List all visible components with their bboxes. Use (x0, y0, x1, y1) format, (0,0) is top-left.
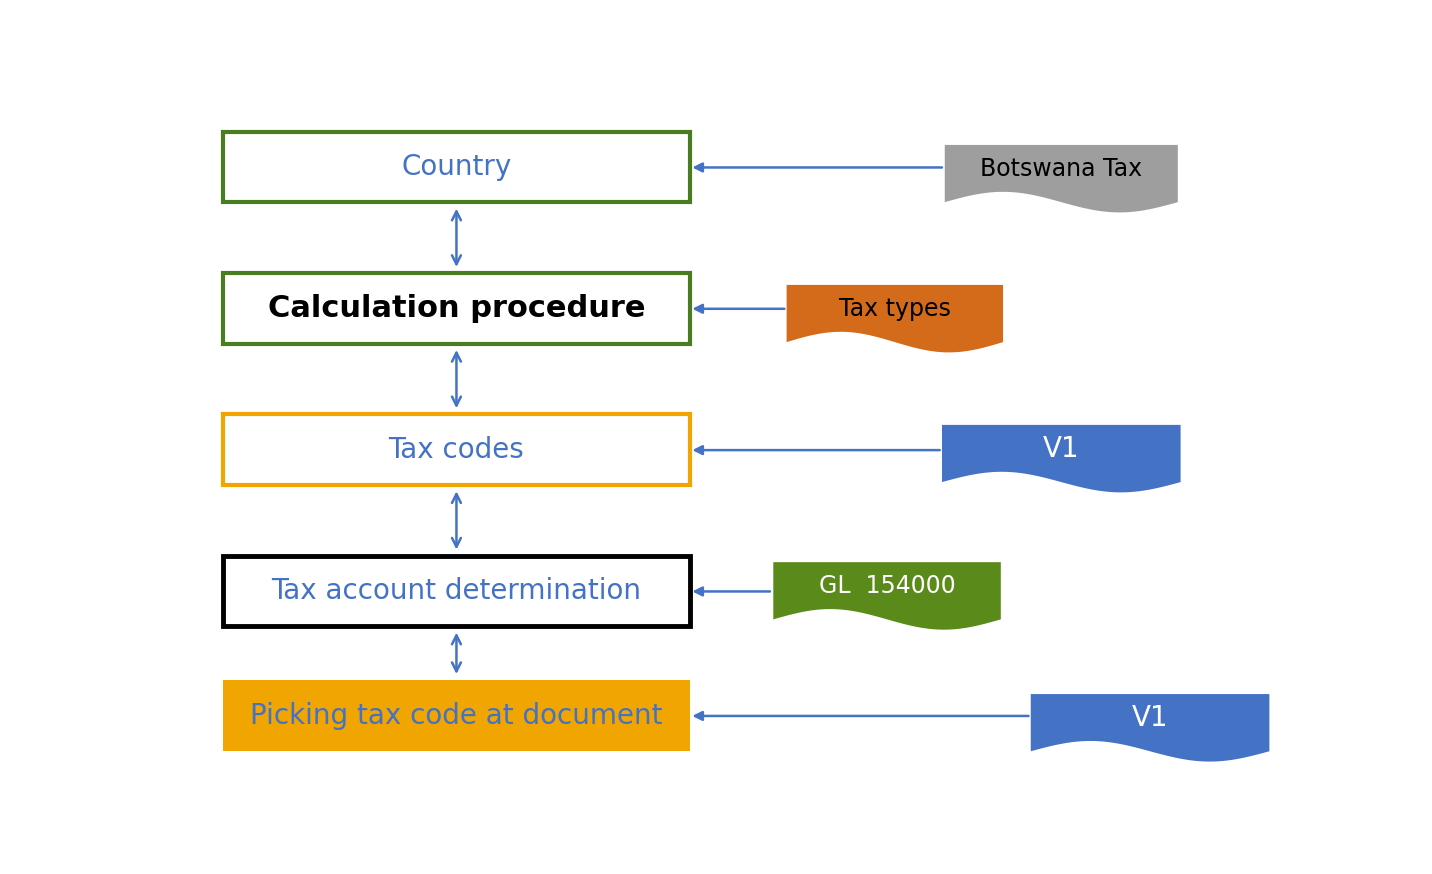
Text: V1: V1 (1042, 435, 1080, 463)
Text: Tax codes: Tax codes (388, 436, 524, 464)
Text: GL  154000: GL 154000 (819, 574, 955, 598)
Polygon shape (773, 562, 1001, 629)
Text: Picking tax code at document: Picking tax code at document (251, 702, 663, 730)
FancyBboxPatch shape (223, 132, 690, 203)
FancyBboxPatch shape (223, 556, 690, 627)
Text: Tax types: Tax types (839, 297, 951, 321)
Polygon shape (945, 145, 1177, 212)
Polygon shape (1031, 694, 1269, 761)
FancyBboxPatch shape (223, 680, 690, 751)
Polygon shape (786, 285, 1002, 352)
Text: Tax account determination: Tax account determination (272, 577, 642, 605)
Text: Botswana Tax: Botswana Tax (981, 157, 1143, 181)
FancyBboxPatch shape (223, 414, 690, 485)
FancyBboxPatch shape (223, 273, 690, 343)
Text: Country: Country (401, 153, 511, 181)
Text: Calculation procedure: Calculation procedure (268, 294, 646, 323)
Polygon shape (942, 425, 1180, 492)
Text: V1: V1 (1131, 704, 1169, 732)
